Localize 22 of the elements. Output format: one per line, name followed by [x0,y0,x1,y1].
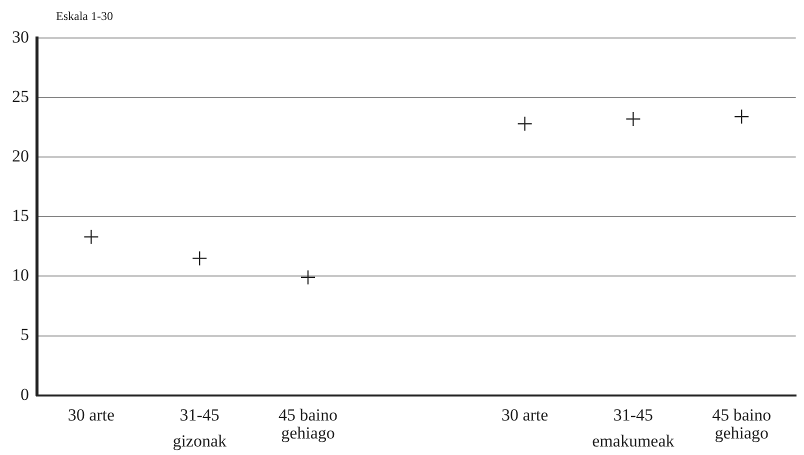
text: gizonak [172,431,227,450]
point [517,116,532,132]
y-tick-label: 10 [12,266,29,285]
x-tick-label: 31-45 [613,406,654,425]
y-axis-title: Eskala 1-30 [56,9,113,23]
x-tick-label: 45 baino gehiago [712,406,772,443]
x-tick-label: 30 arte [501,406,548,425]
y-tick-label: 15 [12,206,29,226]
x-tick-label: 30 arte [68,406,115,425]
point [734,109,750,124]
point [192,250,208,266]
y-tick-label: 5 [20,325,29,344]
x-tick-label: 31-45 [180,406,220,425]
point [84,229,99,244]
text: emakumeak [592,431,675,450]
point [300,270,316,285]
y-tick-label: 25 [12,87,29,106]
point [626,111,641,127]
y-tick-label: 30 [12,27,29,46]
y-tick-label: 20 [12,146,29,166]
y-tick-label: 0 [20,384,29,404]
x-tick-label: 45 baino gehiago [278,406,338,443]
